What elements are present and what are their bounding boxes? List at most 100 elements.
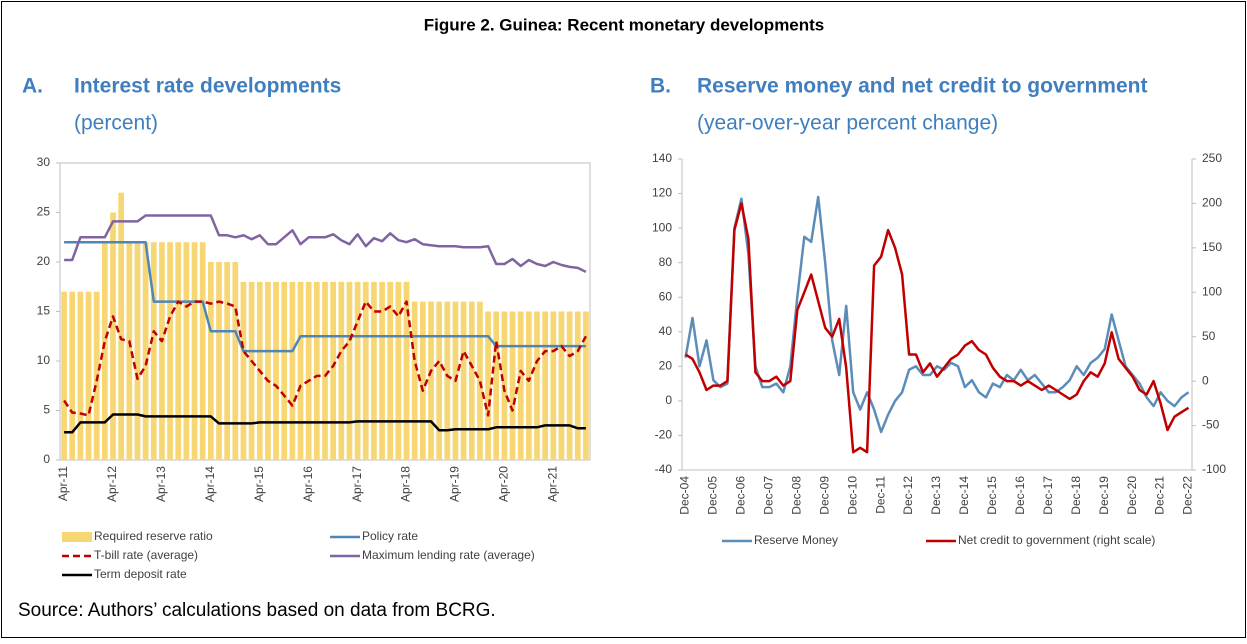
bar (509, 311, 516, 460)
legend-label: Policy rate (362, 529, 418, 543)
bar (395, 281, 402, 460)
bar (574, 311, 581, 460)
x-tick-label: Dec-10 (845, 476, 859, 515)
bar (159, 242, 165, 460)
y-tick-label: 120 (652, 186, 672, 200)
x-tick-label: Apr-12 (105, 466, 119, 502)
y-tick-label: 15 (37, 304, 51, 318)
y2-tick-label: 0 (1202, 373, 1209, 387)
y-tick-label: 20 (37, 254, 51, 268)
line-series (64, 413, 586, 434)
x-tick-label: Apr-15 (252, 466, 266, 502)
bar (362, 281, 369, 460)
panel-title: Reserve money and net credit to governme… (697, 75, 1147, 98)
bar (411, 301, 418, 460)
x-tick-label: Dec-17 (1041, 476, 1055, 515)
bar (419, 301, 426, 460)
bar (468, 301, 475, 460)
bar (248, 281, 255, 460)
bar (289, 281, 296, 460)
bar (477, 301, 483, 460)
x-tick-label: Apr-11 (56, 466, 70, 501)
bar (77, 291, 84, 460)
legend-label: Net credit to government (right scale) (958, 533, 1155, 547)
legend-label: Maximum lending rate (average) (362, 548, 535, 562)
legend-label: T-bill rate (average) (94, 548, 198, 562)
line-series (684, 195, 1190, 434)
bar (517, 311, 524, 460)
y-tick-label: 25 (37, 205, 51, 219)
x-tick-label: Apr-20 (497, 466, 511, 502)
y-tick-label: 60 (659, 289, 673, 303)
y2-tick-label: -100 (1202, 462, 1226, 476)
bar (183, 242, 190, 460)
bar (485, 311, 491, 460)
line-series (64, 240, 586, 353)
y2-tick-label: 50 (1202, 329, 1216, 343)
bar (297, 281, 304, 460)
line-series (64, 214, 587, 274)
x-tick-label: Dec-11 (873, 476, 887, 514)
bar (558, 311, 565, 460)
line-series (63, 300, 587, 417)
x-tick-label: Dec-18 (1069, 476, 1083, 515)
bar (69, 291, 76, 460)
x-tick-label: Apr-13 (154, 466, 168, 502)
y2-tick-label: 250 (1202, 151, 1222, 165)
y-tick-label: -40 (655, 462, 673, 476)
panel-title: Interest rate developments (74, 75, 341, 98)
x-tick-label: Apr-17 (350, 466, 364, 502)
bar (61, 291, 67, 460)
x-tick-label: Dec-21 (1153, 476, 1167, 515)
legend-label: Required reserve ratio (94, 529, 213, 543)
y-tick-label: 0 (665, 393, 672, 407)
y-tick-label: 30 (37, 155, 51, 169)
bar (313, 281, 320, 460)
line-series (684, 202, 1190, 454)
bar (525, 311, 532, 460)
bar (207, 262, 214, 460)
bar (436, 301, 443, 460)
x-tick-label: Dec-19 (1097, 476, 1111, 515)
bar (403, 281, 410, 460)
bar (346, 281, 353, 460)
x-tick-label: Dec-09 (817, 476, 831, 515)
x-tick-label: Dec-06 (734, 476, 748, 515)
legend-label: Term deposit rate (94, 567, 187, 581)
y-tick-label: 5 (43, 403, 50, 417)
figure-title: Figure 2. Guinea: Recent monetary develo… (424, 15, 825, 34)
bar (240, 281, 247, 460)
x-tick-label: Dec-20 (1125, 476, 1139, 515)
bar (583, 311, 589, 460)
y-tick-label: -20 (655, 428, 673, 442)
legend-label: Reserve Money (754, 533, 838, 547)
bar (118, 192, 125, 460)
y-tick-label: 140 (652, 151, 672, 165)
bar (191, 242, 198, 460)
y2-tick-label: 150 (1202, 240, 1222, 254)
legend-swatch (62, 532, 92, 542)
bar (305, 281, 312, 460)
bar (566, 311, 573, 460)
bar (379, 281, 385, 460)
y-tick-label: 40 (659, 324, 673, 338)
y2-tick-label: -50 (1202, 418, 1220, 432)
bar (493, 311, 500, 460)
bar (460, 301, 467, 460)
panel-subtitle: (year-over-year percent change) (697, 112, 998, 135)
bar (444, 301, 451, 460)
bar (330, 281, 337, 460)
x-tick-label: Apr-14 (203, 466, 217, 502)
x-tick-label: Apr-18 (399, 466, 413, 502)
source-note: Source: Authors’ calculations based on d… (18, 600, 496, 621)
x-tick-label: Dec-15 (985, 476, 999, 515)
y-tick-label: 20 (659, 359, 673, 373)
x-tick-label: Dec-16 (1013, 476, 1027, 515)
panel-label: A. (22, 75, 43, 98)
bar (199, 242, 206, 460)
x-tick-label: Dec-04 (678, 476, 692, 515)
bar (110, 212, 116, 460)
x-tick-label: Dec-05 (706, 476, 720, 515)
y2-tick-label: 100 (1202, 284, 1222, 298)
